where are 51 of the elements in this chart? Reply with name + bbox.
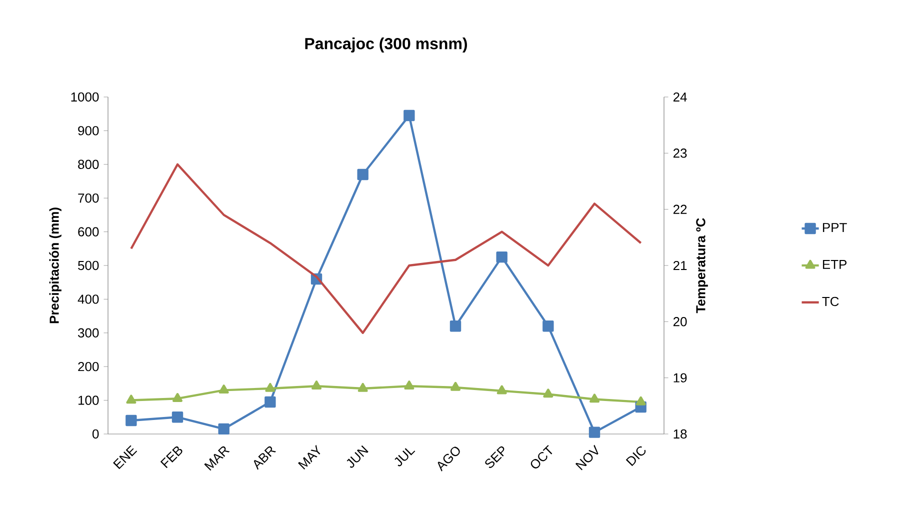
y-tick-label: 800 (78, 160, 99, 169)
x-tick-label: SEP (485, 446, 504, 468)
point (588, 426, 600, 438)
y2-tick-label: 19 (674, 373, 687, 382)
point (496, 385, 507, 394)
line-series (130, 163, 642, 334)
point (450, 320, 462, 332)
point (590, 394, 600, 403)
y2-tick-label: 23 (673, 148, 687, 158)
y-tick-label: 200 (78, 362, 99, 372)
y-axis-title: Precipitación (mm) (49, 208, 62, 324)
y-tick-label: 600 (78, 227, 99, 236)
y-tick-label: 400 (78, 294, 99, 304)
point (312, 380, 322, 390)
legend-label: PPT (822, 223, 847, 232)
chart-title: Pancajoc (300 msnm) (305, 38, 467, 52)
y-tick-label: 700 (78, 193, 99, 203)
y2-tick-label: 21 (673, 260, 687, 270)
point (172, 393, 183, 402)
x-tick-label: DIC (626, 446, 646, 466)
point (126, 394, 136, 404)
point (450, 382, 460, 391)
point (496, 251, 508, 263)
point (126, 414, 137, 426)
point (358, 382, 368, 392)
y2-tick-label: 22 (673, 204, 687, 214)
y-tick-label: 500 (78, 260, 99, 270)
x-tick-label: FEB (160, 446, 182, 468)
y2-tick-label: 20 (673, 317, 687, 326)
point (265, 382, 276, 392)
point (542, 320, 554, 332)
point (218, 384, 229, 394)
legend-label: ETP (822, 260, 847, 269)
y-tick-label: 100 (78, 396, 99, 405)
point (218, 423, 230, 435)
y-tick-label: 0 (92, 429, 99, 439)
y2-axis-title: Temperatura ºC (696, 218, 708, 314)
point (404, 110, 415, 122)
y2-tick-label: 18 (674, 429, 687, 439)
legend-label: TC (822, 296, 839, 306)
point (172, 412, 184, 423)
point (404, 380, 414, 390)
y-tick-label: 900 (78, 126, 99, 136)
x-tick-label: JUL (394, 448, 416, 466)
point (636, 396, 646, 406)
point (264, 396, 276, 408)
point (357, 168, 368, 180)
y-tick-label: 1000 (71, 92, 99, 102)
point (543, 388, 554, 398)
y-tick-label: 300 (78, 328, 99, 338)
y2-tick-label: 24 (673, 92, 687, 102)
